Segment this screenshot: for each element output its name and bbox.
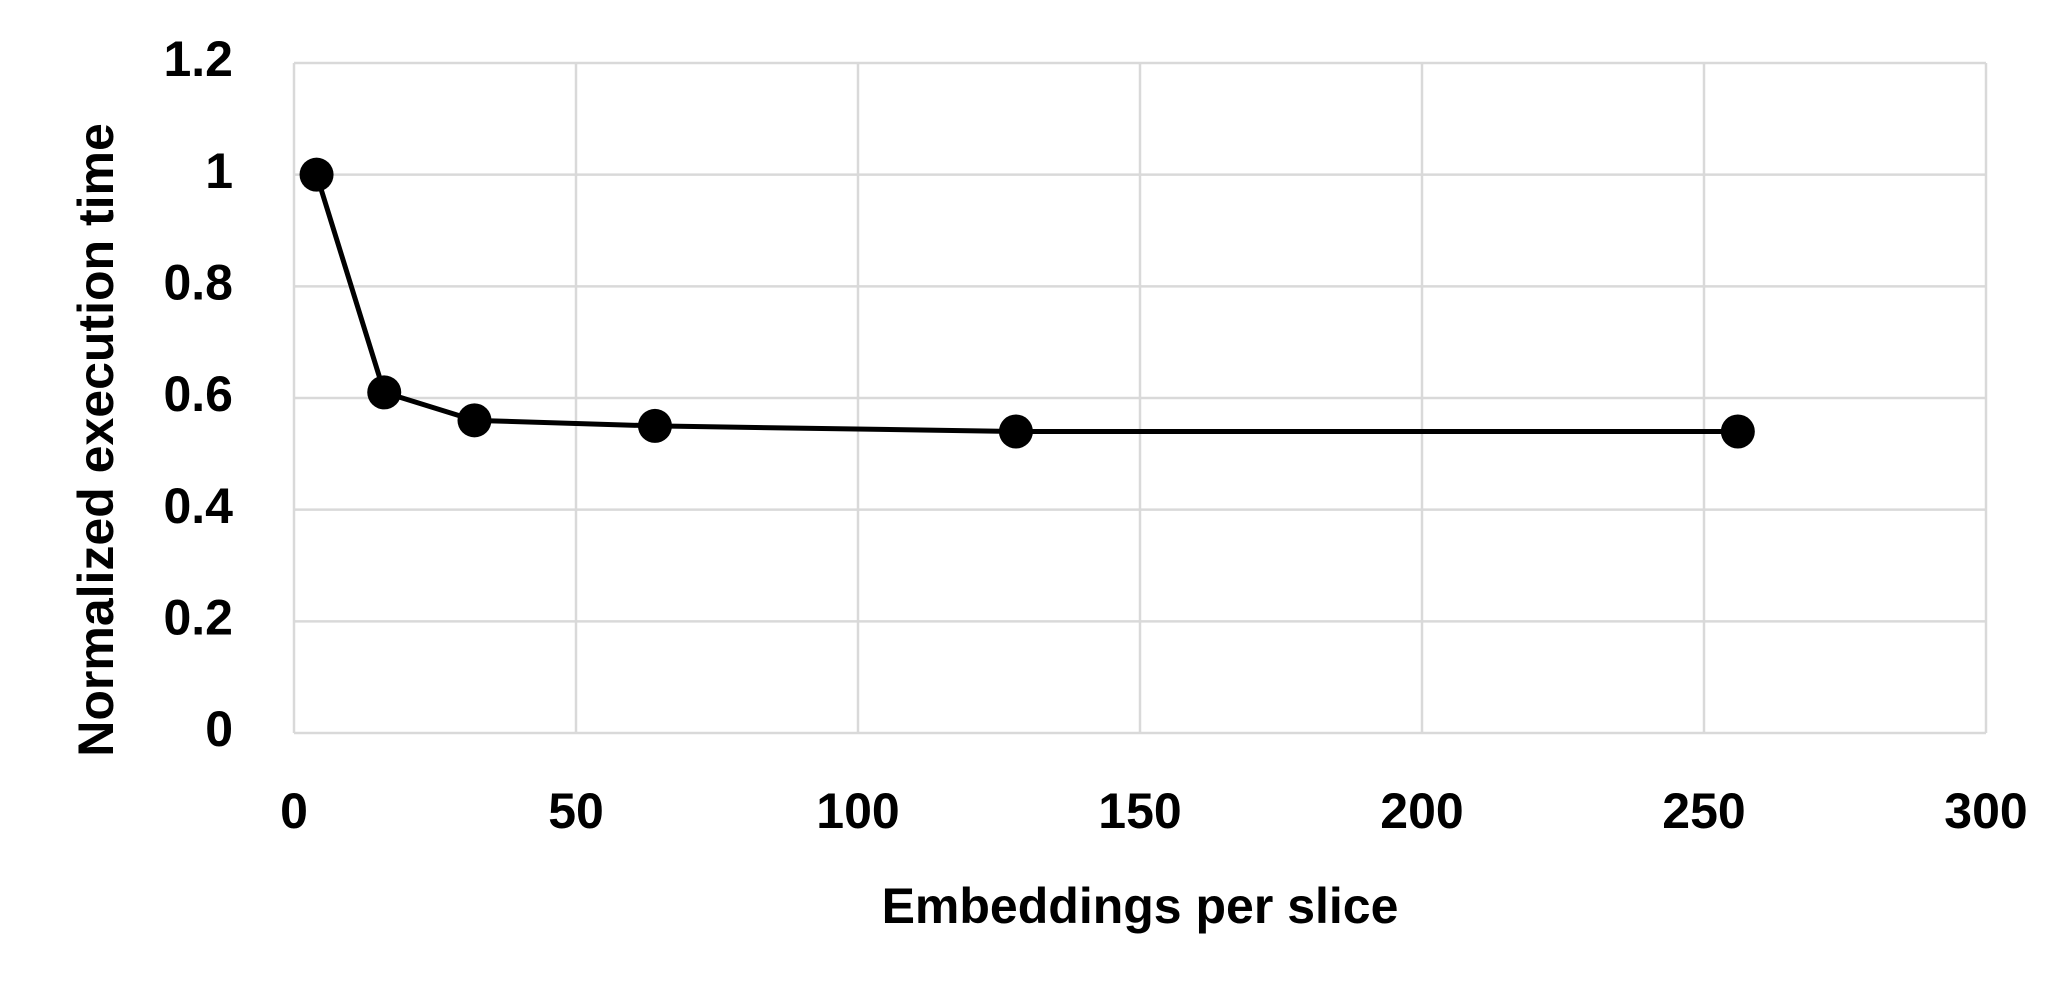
y-tick-label: 0.4 — [163, 478, 233, 534]
data-point — [637, 408, 672, 443]
x-axis-label: Embeddings per slice — [882, 878, 1399, 934]
x-tick-label: 300 — [1944, 783, 2027, 839]
y-tick-label: 0.6 — [163, 366, 233, 422]
y-tick-label: 1.2 — [163, 31, 233, 87]
data-point — [367, 375, 402, 410]
data-point — [998, 414, 1033, 449]
y-tick-label: 0.2 — [163, 590, 233, 646]
data-point — [1720, 414, 1755, 449]
x-tick-label: 50 — [548, 783, 604, 839]
x-tick-label: 250 — [1662, 783, 1745, 839]
data-point — [457, 403, 492, 438]
x-tick-label: 150 — [1098, 783, 1181, 839]
y-tick-label: 0 — [205, 701, 233, 757]
y-tick-label: 0.8 — [163, 255, 233, 311]
y-axis-label: Normalized execution time — [68, 123, 124, 757]
y-tick-label: 1 — [205, 143, 233, 199]
data-line — [314, 173, 1738, 434]
x-tick-label: 0 — [280, 783, 308, 839]
x-tick-label: 200 — [1380, 783, 1463, 839]
x-tick-label: 100 — [816, 783, 899, 839]
data-point — [299, 157, 334, 192]
